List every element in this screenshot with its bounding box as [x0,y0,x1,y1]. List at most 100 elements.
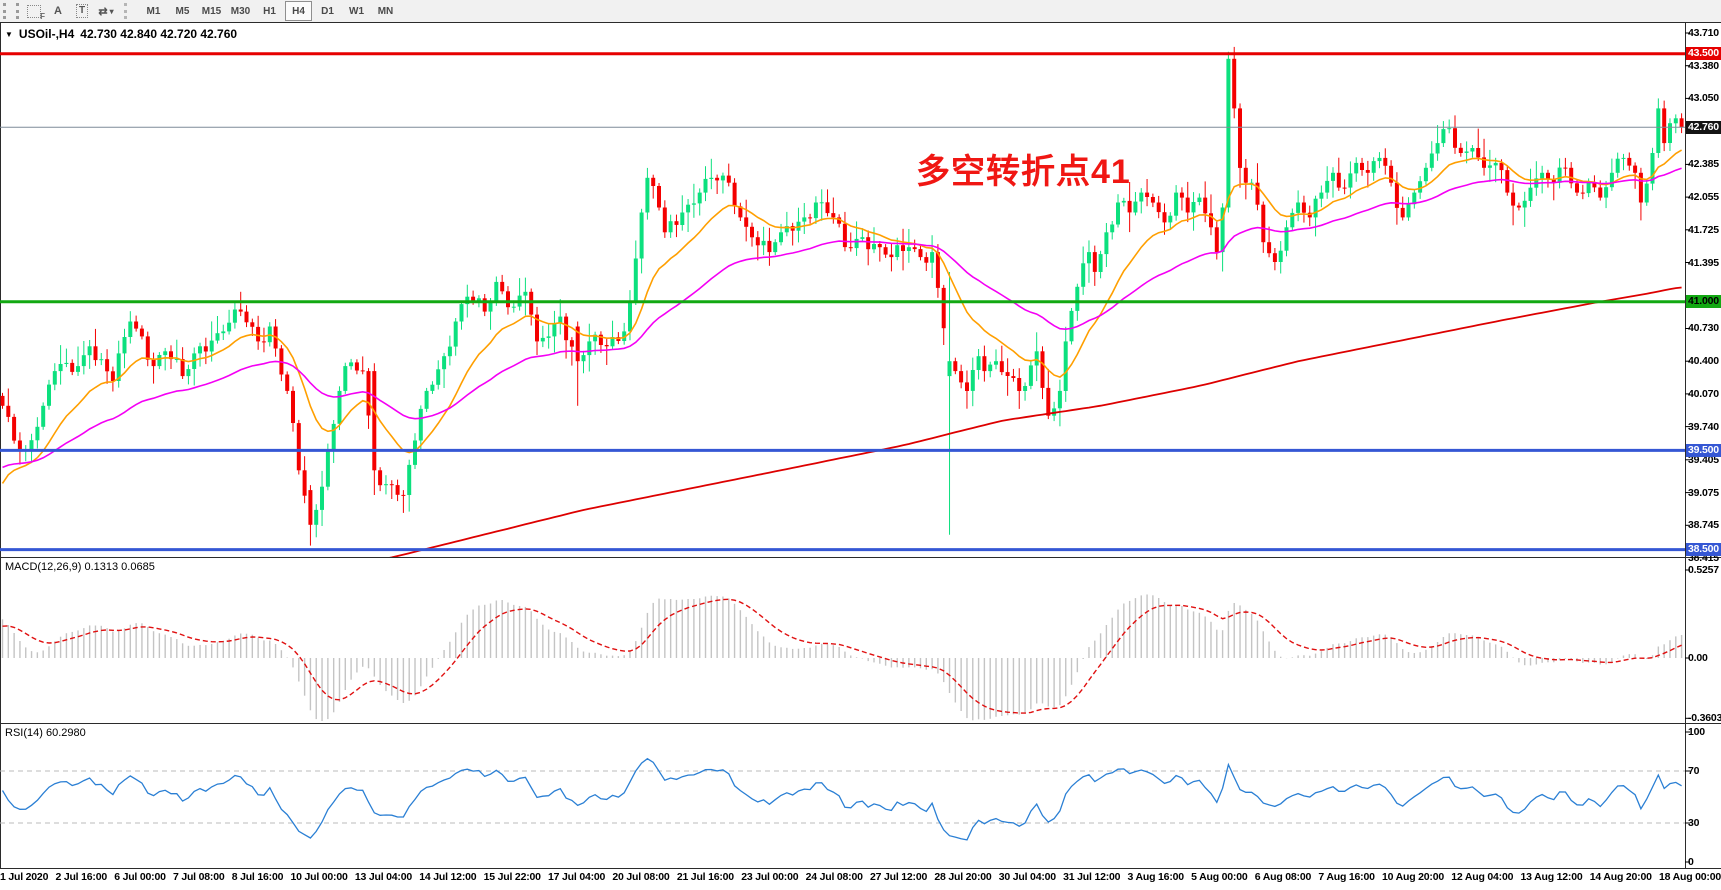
candle-body [668,221,673,233]
time-axis-label: 31 Jul 12:00 [1063,871,1121,883]
candle-body [1650,153,1655,184]
toolbar-drag-handle[interactable] [3,3,19,19]
text-label-tool-icon[interactable]: A [54,5,62,17]
price-tick-label: 42.385 [1688,158,1719,171]
time-axis-label: 10 Jul 00:00 [290,871,348,883]
candle-body [1203,197,1208,214]
candle-body [1575,183,1579,193]
candle-body [1638,172,1643,203]
macd-indicator-label: MACD(12,26,9) 0.1313 0.0685 [5,561,155,573]
candle-body [1238,108,1242,168]
timeframe-button-MN[interactable]: MN [377,5,394,17]
chevron-down-icon[interactable]: ▾ [109,6,114,16]
candle-body [930,252,935,263]
candle-body [953,361,958,372]
candle-body [1278,250,1283,262]
candle-body [413,440,417,465]
timeframe-button-M30[interactable]: M30 [230,5,251,17]
candle-body [1272,253,1277,262]
candle-body [215,333,220,341]
candle-body [703,178,708,193]
rsi-pane[interactable] [0,724,1721,868]
timeframe-button-M1[interactable]: M1 [146,5,161,17]
candle-body [134,321,139,329]
candle-body [1243,167,1248,183]
symbol-dropdown-icon[interactable]: ▼ [5,29,13,39]
candle-body [17,440,22,451]
candle-body [70,362,75,372]
candle-body [726,175,731,183]
candle-body [1627,157,1632,166]
candle-body [482,298,487,312]
ma-medium-line[interactable] [2,167,1682,469]
candle-body [1540,172,1545,179]
ma-fast-line[interactable] [1,149,1683,484]
candle-body [139,328,144,337]
candle-body [1377,157,1382,162]
timeframe-button-W1[interactable]: W1 [349,5,364,17]
candle-body [203,346,208,352]
timeframe-button-M15[interactable]: M15 [201,5,222,17]
candle-body [128,321,133,337]
price-tick-label: 41.395 [1688,256,1719,269]
text-tool-icon[interactable]: T [71,1,93,21]
candle-body [354,362,359,371]
chart-shift-tool-icon[interactable]: F [23,1,45,21]
candle-body [1551,179,1556,183]
candle-body [912,247,917,250]
candle-body [872,244,876,250]
price-axis[interactable]: 43.710 43.380 43.050 42.385 42.055 41.725 41.3… [1686,0,1721,890]
timeframe-button-M5[interactable]: M5 [175,5,190,17]
candle-body [837,217,842,224]
candle-body [1598,187,1603,198]
candle-body [1214,227,1219,253]
candle-body [1406,204,1411,218]
main-price-pane[interactable] [0,23,1721,557]
timeframe-button-H1[interactable]: H1 [263,5,276,17]
candle-body [779,232,783,243]
chart-top-border [0,22,1721,23]
candle-body [808,217,813,219]
candle-body [58,364,63,372]
ma-slow-line[interactable] [3,286,1682,558]
candle-body [924,257,929,263]
rsi-scale-label: 70 [1688,765,1700,777]
candle-body [709,177,714,179]
candle-body [395,485,400,495]
candle-body [1087,252,1091,264]
candle-body [1040,351,1045,388]
candle-body [1348,173,1353,188]
candle-body [1290,212,1295,228]
candle-body [389,484,394,486]
time-axis-label: 21 Jul 16:00 [676,871,734,883]
candle-body [1441,129,1446,144]
time-axis-separator [0,868,1721,869]
time-axis-label: 10 Aug 20:00 [1381,871,1444,883]
macd-pane[interactable] [0,558,1721,723]
time-axis[interactable]: 1 Jul 2020 2 Jul 16:00 6 Jul 00:00 7 Jul 08… [0,871,1721,883]
timeframe-button-H4[interactable]: H4 [285,1,312,21]
macd-pane-separator[interactable] [0,557,1721,558]
timeframe-button-D1[interactable]: D1 [321,5,334,17]
candle-body [918,249,923,258]
rsi-pane-separator[interactable] [0,723,1721,724]
candle-body [1644,183,1649,203]
candle-body [506,291,510,308]
time-axis-label: 24 Jul 08:00 [805,871,863,883]
price-axis-border [1685,23,1686,869]
candle-body [99,359,104,361]
candle-body [1557,167,1562,183]
rsi-indicator-label: RSI(14) 60.2980 [5,727,86,739]
candle-body [587,341,592,356]
chart-annotation-text[interactable]: 多空转折点41 [916,153,1131,191]
macd-histogram [1,594,1683,721]
arrows-tool-icon[interactable]: ⇄ ▾ [95,1,117,21]
candle-body [1232,58,1237,109]
candle-body [1673,118,1678,124]
candle-body [1569,167,1574,184]
candle-body [970,370,975,391]
candle-body [314,509,319,525]
candle-body [1028,365,1033,386]
text-tool-glyph: T [75,4,89,18]
candle-body [1621,157,1626,159]
